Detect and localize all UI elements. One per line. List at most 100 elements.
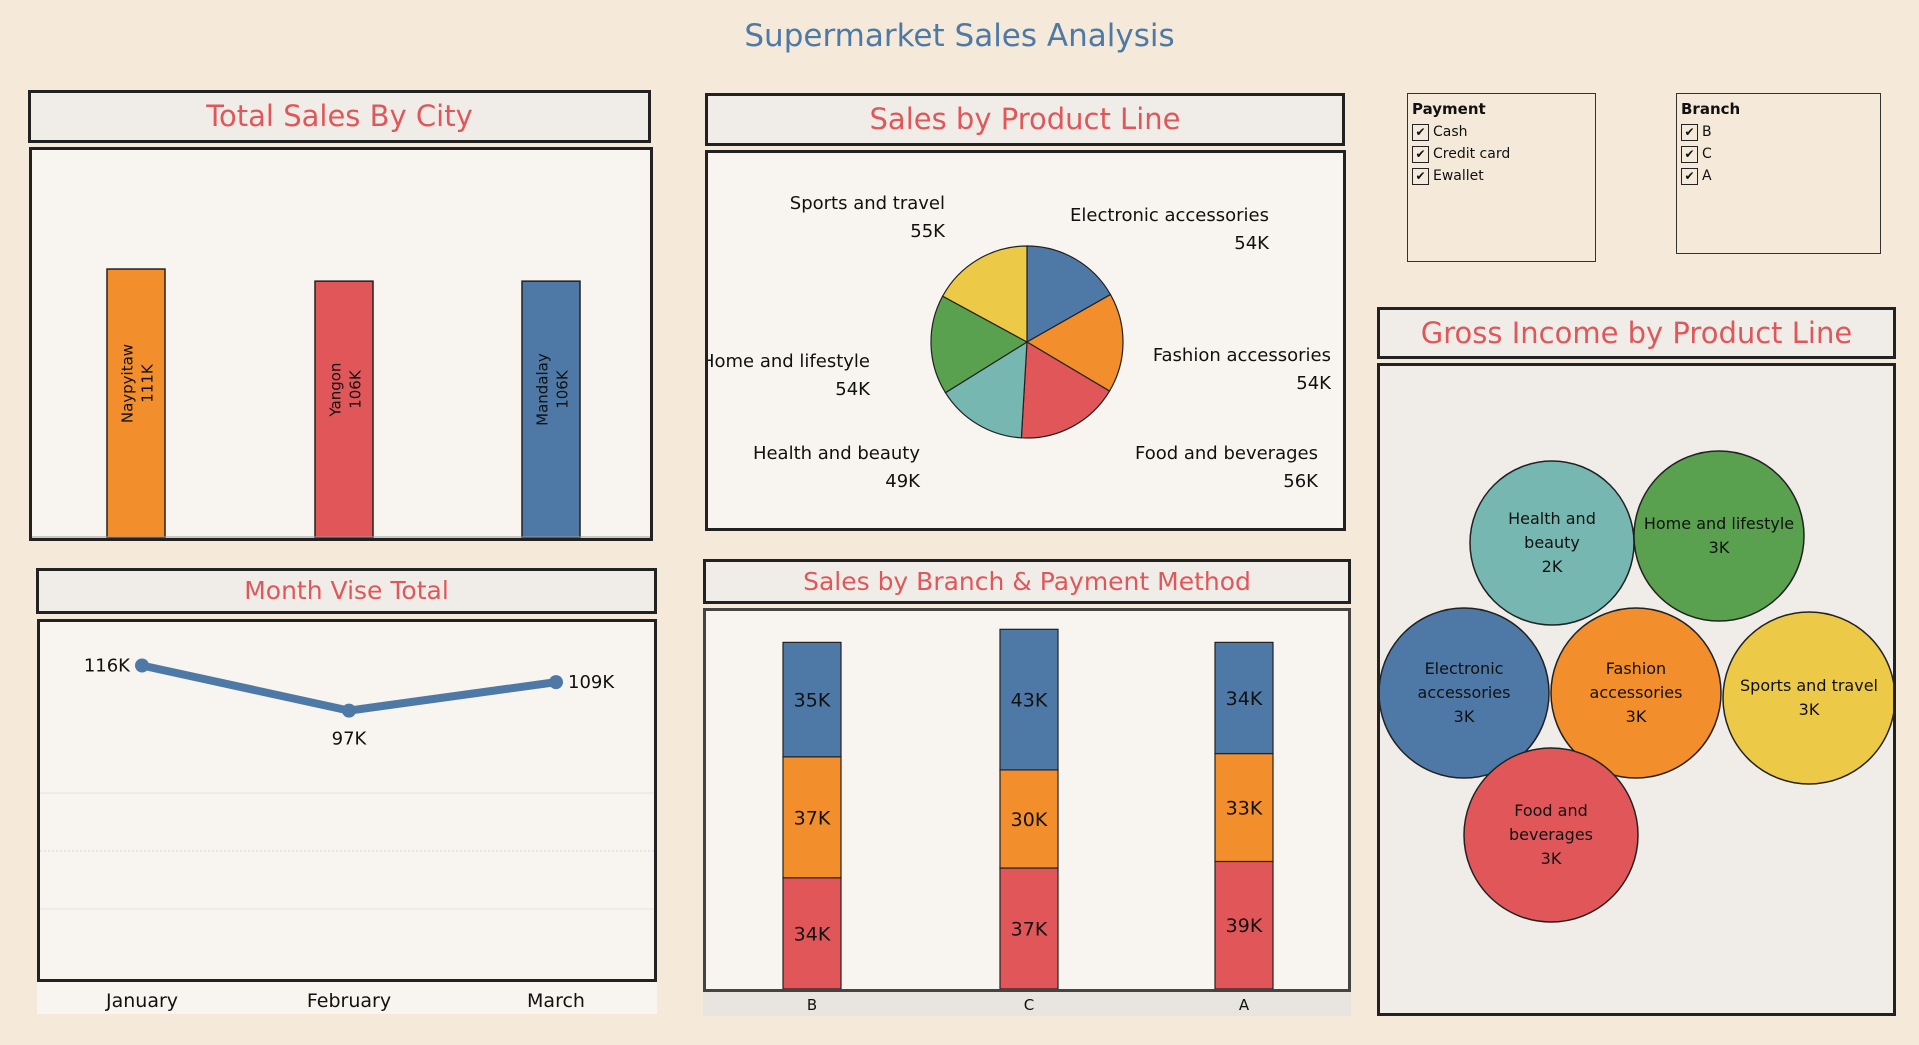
- month-point-march: [549, 675, 563, 690]
- gross-chart-panel: Health and beauty 2K Home and lifestyle 3K El…: [1377, 363, 1896, 1016]
- bubble-value-label: 3K: [1799, 700, 1820, 719]
- stack-segment-a: [1214, 752, 1274, 863]
- pie-slice-name-label: Food and beverages: [1135, 443, 1318, 464]
- payment-filter-title: Payment: [1412, 100, 1486, 118]
- city-bar-mandalay: [521, 280, 581, 539]
- stack-segment-c: [999, 628, 1059, 771]
- month-line-chart: 116K 97K 109K: [40, 656, 654, 910]
- checkbox-checked-icon[interactable]: ✔: [1681, 145, 1698, 163]
- month-axis-strip: January February March: [37, 982, 657, 1014]
- month-chart-title: Month Vise Total: [36, 568, 657, 614]
- bubble-value-label: 3K: [1626, 707, 1647, 726]
- pie-slice-name-label: Health and beauty: [753, 443, 920, 464]
- stack-segment-label: 33K: [1226, 798, 1263, 820]
- city-chart-panel: Naypyitaw 111K Yangon 106K Mandalay 106K: [29, 147, 653, 541]
- month-point-february: [342, 703, 356, 718]
- stack-segment-c: [999, 867, 1059, 990]
- checkbox-checked-icon[interactable]: ✔: [1412, 145, 1429, 163]
- pie-slice-health-and-beauty: [944, 340, 1028, 439]
- branch-filter: Branch ✔ B ✔ C ✔ A: [1676, 93, 1881, 254]
- payment-filter: Payment ✔ Cash ✔ Credit card ✔ Ewallet: [1407, 93, 1596, 262]
- stack-segment-label: 39K: [1226, 915, 1263, 937]
- bubble-name-label: Electronic: [1425, 659, 1504, 678]
- pie-slice-value-label: 54K: [1234, 233, 1270, 254]
- month-value-label: 109K: [568, 672, 615, 693]
- branch-stacked-chart: 34K 37K 35K 37K 30K 43K 39K 33K 34K: [782, 628, 1274, 990]
- checkbox-checked-icon[interactable]: ✔: [1681, 167, 1698, 185]
- pie-slice-value-label: 54K: [835, 379, 871, 400]
- city-bar-naypyitaw: [106, 268, 166, 539]
- stack-segment-label: 43K: [1011, 690, 1048, 712]
- checkbox-checked-icon[interactable]: ✔: [1412, 167, 1429, 185]
- dashboard-title: Supermarket Sales Analysis: [744, 18, 1175, 54]
- checkbox-checked-icon[interactable]: ✔: [1412, 123, 1429, 141]
- payment-option-cash[interactable]: ✔ Cash: [1412, 121, 1591, 143]
- city-bar-value-label: 106K: [347, 369, 365, 409]
- branch-tick-label: C: [1024, 996, 1034, 1014]
- pie-slice-value-label: 49K: [885, 471, 921, 492]
- month-tick-label: February: [307, 990, 391, 1012]
- stack-segment-label: 37K: [794, 807, 831, 829]
- pie-slice-sports-and-travel: [941, 245, 1028, 344]
- branch-option-a[interactable]: ✔ A: [1681, 165, 1876, 187]
- bubble-name-label: accessories: [1418, 683, 1511, 702]
- gross-chart-title: Gross Income by Product Line: [1377, 307, 1896, 359]
- pie-slice-home-and-lifestyle: [930, 295, 1029, 394]
- stack-segment-a: [1214, 641, 1274, 755]
- pie-slice-value-label: 54K: [1296, 373, 1332, 394]
- city-bar-value-label: 111K: [139, 363, 157, 403]
- pie-slice-name-label: Home and lifestyle: [708, 351, 870, 372]
- product-chart-title: Sales by Product Line: [705, 93, 1345, 146]
- stack-segment-label: 34K: [794, 923, 831, 945]
- branch-option-c[interactable]: ✔ C: [1681, 143, 1876, 165]
- bubble-name-label: beauty: [1524, 533, 1580, 552]
- city-sales-chart: Naypyitaw 111K Yangon 106K Mandalay 106K: [32, 268, 650, 539]
- city-bar-category-label: Naypyitaw: [119, 344, 137, 423]
- bubble-name-label: beverages: [1509, 825, 1593, 844]
- branch-chart-panel: 34K 37K 35K 37K 30K 43K 39K 33K 34K: [703, 608, 1351, 992]
- month-chart-panel: 116K 97K 109K: [37, 619, 657, 982]
- city-bar-category-label: Mandalay: [534, 353, 552, 426]
- pie-slice-fashion-accessories: [1025, 293, 1124, 392]
- month-tick-label: March: [527, 990, 585, 1012]
- month-point-january: [135, 658, 149, 673]
- branch-filter-title: Branch: [1681, 100, 1741, 118]
- bubble-name-label: Food and: [1514, 801, 1588, 820]
- bubble-fashion-accessories: [1550, 607, 1722, 779]
- product-pie-chart: Electronic accessories 54K Fashion accesso…: [701, 193, 1332, 492]
- branch-option-b[interactable]: ✔ B: [1681, 121, 1876, 143]
- city-bar-category-label: Yangon: [327, 363, 345, 418]
- branch-tick-label: B: [807, 996, 817, 1014]
- stack-segment-b: [782, 641, 842, 758]
- city-bar-yangon: [314, 280, 374, 539]
- bubble-name-label: Home and lifestyle: [1644, 514, 1794, 533]
- pie-slice-name-label: Fashion accessories: [1153, 345, 1331, 366]
- stack-segment-label: 35K: [794, 690, 831, 712]
- product-chart-panel: Electronic accessories 54K Fashion accesso…: [701, 150, 1346, 531]
- pie-slice-value-label: 56K: [1283, 471, 1319, 492]
- pie-slice-name-label: Electronic accessories: [1070, 205, 1269, 226]
- stack-segment-c: [999, 769, 1059, 869]
- payment-option-ewallet[interactable]: ✔ Ewallet: [1412, 165, 1591, 187]
- checkbox-checked-icon[interactable]: ✔: [1681, 123, 1698, 141]
- bubble-sports-and-travel: [1722, 611, 1896, 785]
- bubble-value-label: 2K: [1542, 557, 1563, 576]
- payment-option-credit-card[interactable]: ✔ Credit card: [1412, 143, 1591, 165]
- stack-segment-b: [782, 877, 842, 990]
- bubble-home-and-lifestyle: [1633, 450, 1805, 622]
- branch-tick-label: A: [1239, 996, 1250, 1014]
- pie-slice-electronic-accessories: [1026, 245, 1112, 344]
- bubble-value-label: 3K: [1709, 538, 1730, 557]
- city-bar-value-label: 106K: [554, 369, 572, 409]
- bubble-name-label: Fashion: [1606, 659, 1666, 678]
- pie-slice-name-label: Sports and travel: [790, 193, 945, 214]
- month-tick-label: January: [105, 990, 178, 1012]
- bubble-value-label: 3K: [1541, 849, 1562, 868]
- bubble-name-label: Sports and travel: [1740, 676, 1878, 695]
- month-value-label: 116K: [84, 656, 131, 677]
- pie-slice-food-and-beverages: [1020, 340, 1111, 439]
- month-x-axis: January February March: [105, 990, 585, 1012]
- stack-segment-label: 30K: [1011, 809, 1048, 831]
